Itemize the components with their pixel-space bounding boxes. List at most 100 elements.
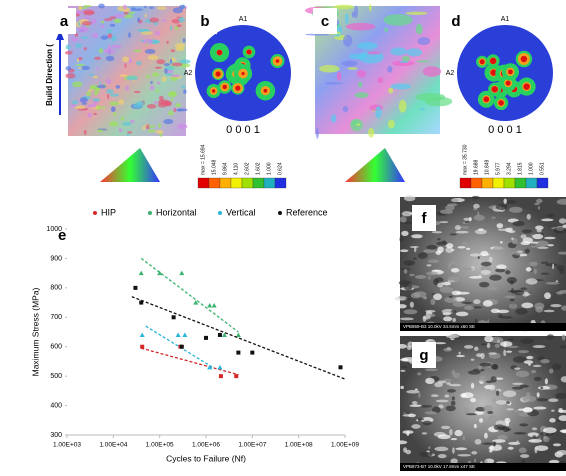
- grain: [112, 112, 117, 116]
- grain: [516, 440, 519, 443]
- point: [138, 270, 144, 276]
- grain: [438, 404, 444, 409]
- grain: [434, 382, 443, 388]
- grain: [100, 24, 105, 28]
- grain: [135, 61, 142, 66]
- point: [338, 365, 343, 370]
- scale-cell: [208, 177, 221, 189]
- grain: [341, 60, 358, 67]
- sem-caption: VPB873-B7 10.0kV 17.8mm x47 SE: [403, 464, 475, 469]
- grain: [403, 309, 418, 315]
- grain: [467, 370, 481, 375]
- x-tick-label: 1.00E+03: [53, 442, 81, 449]
- grain: [457, 454, 472, 457]
- grain: [504, 417, 511, 424]
- grain: [133, 49, 142, 53]
- grain: [451, 396, 455, 401]
- grain: [536, 228, 542, 233]
- grain: [182, 37, 186, 43]
- grain: [113, 18, 122, 24]
- grain: [435, 250, 442, 255]
- grain: [470, 397, 477, 403]
- grain: [540, 218, 554, 222]
- grain: [155, 89, 160, 93]
- grain: [92, 75, 99, 79]
- grain: [555, 280, 559, 283]
- grain: [461, 267, 474, 271]
- grain: [154, 66, 162, 69]
- grain: [119, 74, 129, 77]
- grain: [540, 261, 546, 264]
- grain: [445, 334, 460, 339]
- grain: [425, 368, 438, 372]
- grain: [520, 234, 527, 239]
- grain: [442, 281, 451, 286]
- grain: [75, 63, 85, 67]
- plane-label: 0 0 0 1: [226, 124, 260, 136]
- grain: [164, 68, 168, 74]
- grain: [492, 246, 506, 252]
- grain: [417, 37, 431, 46]
- grain: [524, 248, 530, 254]
- grain: [414, 246, 417, 253]
- grain: [489, 274, 502, 281]
- grain: [534, 447, 538, 454]
- grain: [178, 4, 186, 10]
- grain: [500, 240, 503, 244]
- grain: [478, 228, 484, 231]
- pole-label: A1: [239, 16, 248, 23]
- grain: [91, 18, 97, 25]
- grain: [170, 25, 173, 31]
- grain: [450, 400, 456, 406]
- y-tick-label: 500: [50, 373, 62, 380]
- grain: [64, 50, 73, 55]
- grain: [455, 311, 469, 317]
- grain: [417, 418, 425, 421]
- trend-line: [140, 257, 239, 333]
- grain: [490, 364, 498, 370]
- grain: [545, 281, 560, 285]
- grain: [556, 450, 566, 456]
- grain: [474, 229, 487, 235]
- grain: [81, 21, 92, 26]
- grain: [528, 261, 538, 267]
- grain: [143, 38, 154, 45]
- grain: [410, 292, 421, 299]
- legend-label: HIP: [101, 207, 116, 217]
- grain: [456, 291, 470, 295]
- grain: [347, 67, 358, 70]
- grain: [147, 55, 159, 61]
- grain: [418, 404, 433, 408]
- grain: [532, 435, 537, 439]
- grain: [164, 65, 176, 71]
- grain: [494, 343, 500, 348]
- grain: [174, 43, 186, 48]
- label-box: [193, 8, 217, 34]
- grain: [319, 64, 340, 73]
- grain: [448, 383, 462, 387]
- grain: [459, 226, 470, 229]
- grain: [537, 246, 549, 249]
- grain: [397, 304, 407, 309]
- grain: [532, 345, 546, 349]
- pole-blob: [490, 69, 497, 76]
- grain: [157, 99, 170, 106]
- grain: [496, 390, 500, 396]
- grain: [109, 93, 120, 97]
- grain: [514, 367, 521, 370]
- scale-cell: [503, 177, 516, 189]
- point: [140, 344, 145, 349]
- grain: [489, 449, 493, 453]
- grain: [144, 49, 156, 54]
- scale-label: 4.110: [233, 163, 239, 175]
- scale-cell: [263, 177, 276, 189]
- pole-blob: [520, 55, 528, 63]
- grain: [471, 195, 480, 200]
- grain: [384, 27, 388, 32]
- grain: [377, 77, 384, 84]
- grain: [406, 48, 423, 57]
- grain: [474, 346, 479, 351]
- grain: [474, 318, 478, 324]
- point: [139, 332, 145, 337]
- grain: [536, 392, 540, 398]
